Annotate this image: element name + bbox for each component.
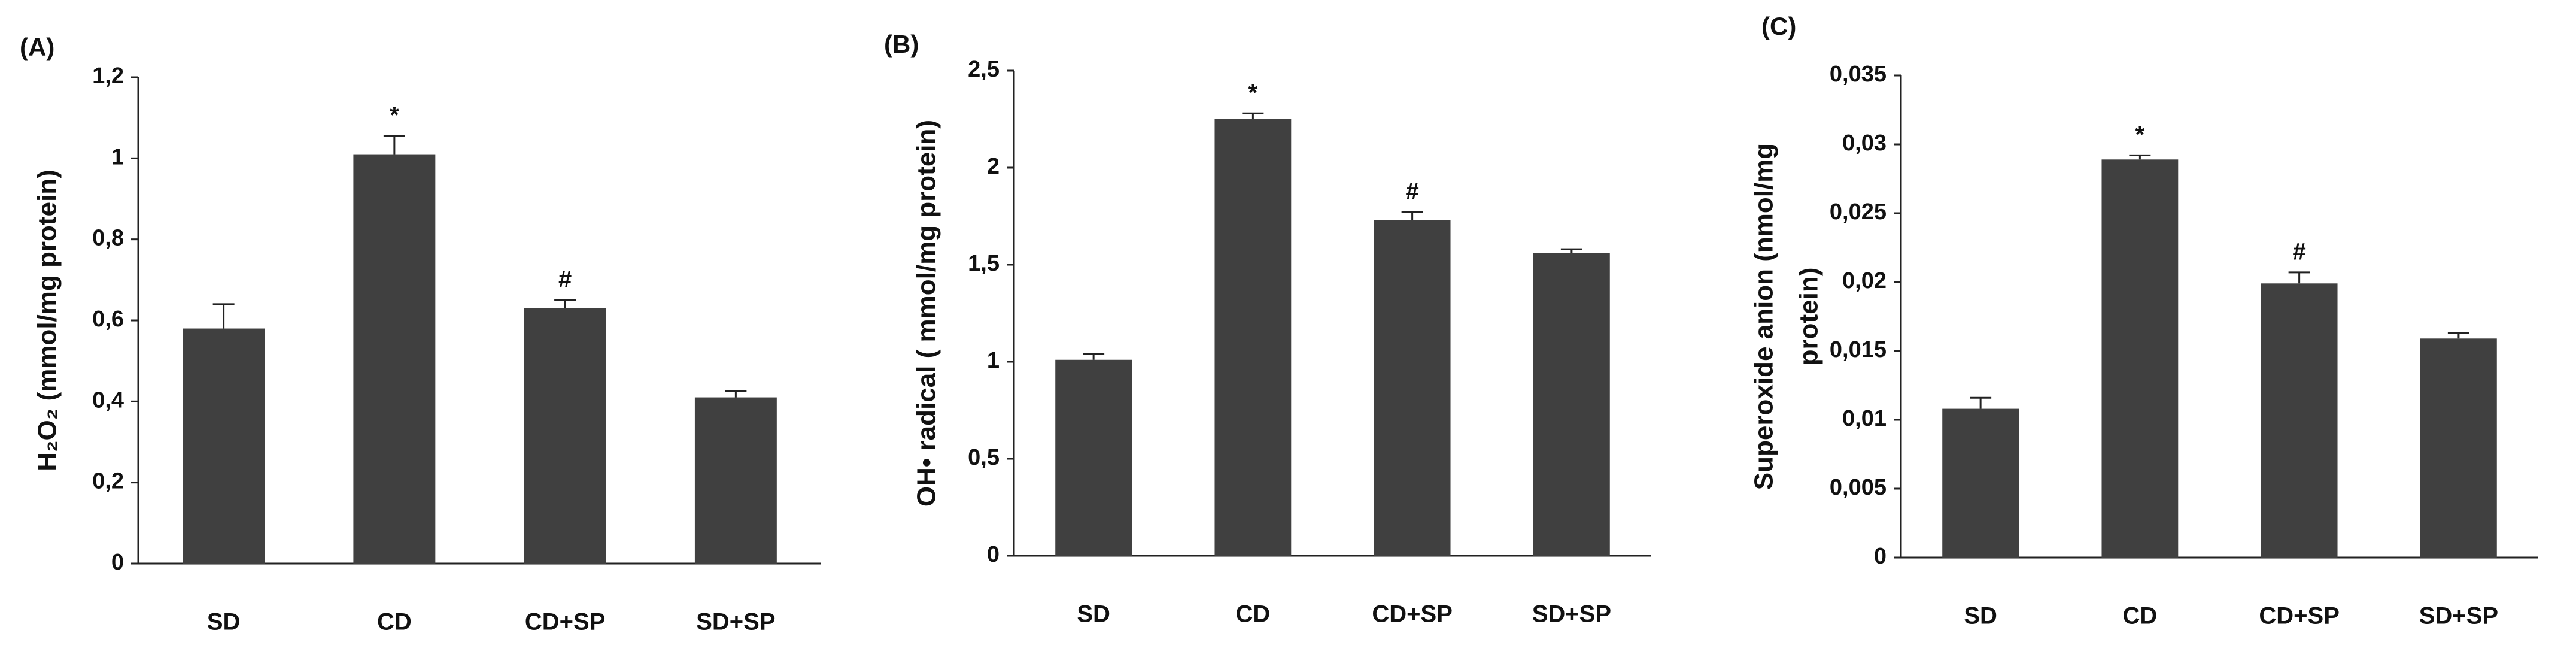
x-tick-label: CD: [2122, 603, 2157, 629]
annotation: #: [558, 267, 572, 293]
y-tick-label: 0,5: [968, 445, 1000, 470]
error-bar: [2129, 154, 2151, 160]
y-axis-label: OH• radical ( mmol/mg protein): [912, 120, 941, 507]
error-bar: [1242, 112, 1264, 119]
y-tick-label: 0,8: [92, 226, 124, 251]
y-tick-label: 1: [111, 144, 124, 169]
y-tick-label: 2,5: [968, 57, 1000, 82]
y-tick-label: 0: [987, 542, 1000, 567]
panel-label: (C): [1761, 12, 1796, 40]
x-tick-label: SD: [207, 609, 241, 635]
annotation: #: [2293, 238, 2306, 265]
y-axis-label: protein): [1794, 268, 1824, 366]
y-tick-label: 1: [987, 348, 1000, 373]
error-bar: [1560, 248, 1582, 253]
error-bar: [2288, 271, 2310, 284]
x-tick-label: SD+SP: [1532, 601, 1611, 628]
annotation: *: [1248, 80, 1258, 106]
x-tick-label: CD+SP: [525, 609, 606, 635]
x-tick-label: SD: [1964, 603, 1997, 629]
annotation: *: [2135, 122, 2145, 148]
bar: [2261, 283, 2338, 558]
y-tick-label: 0,2: [92, 469, 124, 494]
annotation: #: [1406, 178, 1419, 205]
y-tick-label: 0,005: [1830, 475, 1887, 500]
y-tick-label: 2: [987, 154, 1000, 179]
annotation: *: [390, 102, 399, 129]
x-tick-label: CD+SP: [2259, 603, 2340, 629]
y-tick-label: 0,4: [92, 387, 124, 413]
y-tick-label: 0,02: [1842, 268, 1887, 293]
bar: [1055, 359, 1132, 556]
y-tick-label: 0,025: [1830, 199, 1887, 225]
x-tick-label: CD+SP: [1372, 601, 1453, 628]
y-tick-label: 0: [1874, 544, 1887, 569]
y-tick-label: 0,6: [92, 307, 124, 332]
bar: [2420, 338, 2497, 558]
y-tick-label: 0,035: [1830, 62, 1887, 87]
x-tick-label: CD: [377, 609, 412, 635]
error-bar: [383, 135, 405, 155]
panel-label: (B): [884, 30, 919, 58]
bar: [1942, 408, 2019, 558]
bar: [524, 308, 606, 564]
bar: [2101, 159, 2179, 558]
error-bar: [1401, 211, 1423, 220]
y-tick-label: 1,2: [92, 63, 124, 89]
y-tick-label: 0,03: [1842, 131, 1887, 156]
bar: [183, 328, 265, 564]
x-tick-label: SD: [1077, 601, 1110, 628]
y-tick-label: 0,015: [1830, 337, 1887, 362]
y-tick-label: 1,5: [968, 251, 1000, 276]
bar: [1374, 220, 1451, 556]
y-tick-label: 0,01: [1842, 406, 1887, 431]
bar: [353, 154, 436, 564]
error-bar: [212, 303, 235, 329]
bar: [1533, 253, 1610, 556]
y-tick-label: 0: [111, 550, 124, 575]
x-tick-label: SD+SP: [696, 609, 775, 635]
error-bar: [554, 299, 576, 308]
bar: [1214, 119, 1292, 556]
panel-label: (A): [20, 33, 54, 61]
x-tick-label: SD+SP: [2419, 603, 2498, 629]
y-axis-label: H₂O₂ (mmol/mg protein): [33, 169, 62, 471]
error-bar: [725, 390, 747, 398]
error-bar: [1083, 353, 1105, 360]
error-bar: [2447, 332, 2469, 339]
bar: [694, 397, 777, 564]
error-bar: [1970, 396, 1992, 409]
x-tick-label: CD: [1235, 601, 1270, 628]
y-axis-label: Superoxide anion (nmol/mg: [1749, 143, 1779, 490]
